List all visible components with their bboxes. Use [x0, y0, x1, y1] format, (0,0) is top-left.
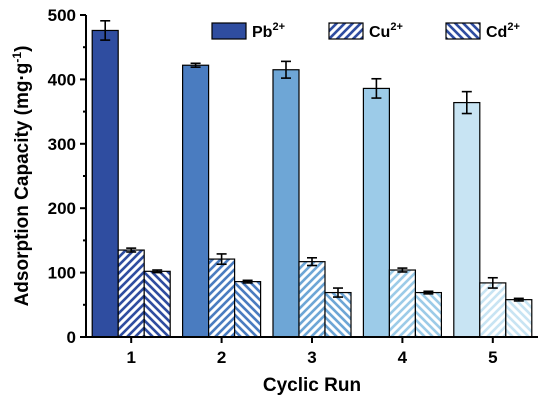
legend-swatch — [445, 22, 481, 40]
error-bar-cu-run-1 — [126, 247, 137, 253]
error-bar-cd-run-2 — [242, 279, 253, 284]
error-bar-cd-run-4 — [423, 290, 434, 295]
bar-cu-run-5 — [479, 282, 507, 338]
error-bar-cd-run-5 — [513, 297, 524, 302]
y-axis-title-main: Adsorption Capacity (mg·g — [12, 63, 33, 307]
error-bar-pb-run-2 — [190, 62, 201, 68]
y-tick-label: 300 — [48, 135, 76, 154]
bar-cu-run-2 — [208, 258, 236, 338]
legend-item-pb: Pb2+ — [211, 21, 285, 41]
error-bar-cu-run-5 — [487, 276, 498, 289]
error-bar-cd-run-3 — [333, 287, 343, 298]
error-bar-pb-run-3 — [281, 60, 291, 79]
legend-label: Pb2+ — [252, 21, 285, 41]
legend-item-cd: Cd2+ — [445, 21, 520, 41]
legend-label: Cd2+ — [486, 21, 520, 41]
legend: Pb2+ Cu2+ Cd2+ — [211, 21, 520, 41]
error-bar-pb-run-1 — [100, 19, 111, 41]
bars — [91, 29, 533, 338]
y-tick-label: 400 — [48, 70, 76, 89]
x-ticks: 1 2 3 4 5 — [126, 337, 498, 367]
y-axis-title-close: ) — [12, 46, 33, 52]
bar-pb-run-1 — [91, 29, 119, 338]
y-axis-title-sup: -1 — [10, 52, 24, 63]
error-bars — [100, 19, 524, 302]
error-bar-pb-run-5 — [461, 90, 472, 115]
error-bar-cu-run-3 — [307, 256, 317, 267]
bar-cd-run-3 — [324, 291, 352, 338]
x-tick-label: 3 — [307, 348, 316, 367]
legend-label: Cu2+ — [369, 21, 403, 41]
x-tick-label: 2 — [217, 348, 226, 367]
bar-cu-run-3 — [298, 261, 326, 338]
bar-pb-run-5 — [453, 101, 481, 338]
y-tick-label: 200 — [48, 199, 76, 218]
bar-pb-run-2 — [182, 64, 210, 338]
x-axis-title: Cyclic Run — [263, 375, 361, 396]
error-bar-cu-run-2 — [216, 253, 227, 266]
y-tick-label: 0 — [67, 328, 76, 347]
legend-swatch — [328, 22, 364, 40]
error-bar-pb-run-4 — [371, 77, 382, 99]
legend-item-cu: Cu2+ — [328, 21, 403, 41]
x-tick-label: 5 — [488, 348, 497, 367]
bar-pb-run-3 — [272, 69, 300, 338]
bar-pb-run-4 — [362, 87, 390, 338]
bar-cd-run-1 — [143, 270, 171, 338]
y-tick-label: 100 — [48, 264, 76, 283]
bar-cu-run-4 — [388, 269, 416, 338]
bar-cu-run-1 — [117, 249, 145, 338]
y-ticks: 0 100 200 300 400 500 — [48, 6, 86, 347]
y-axis-title: Adsorption Capacity (mg·g-1) — [10, 46, 33, 307]
bar-cd-run-5 — [505, 299, 533, 338]
error-bar-cd-run-1 — [152, 269, 163, 274]
legend-swatch — [211, 22, 247, 40]
x-tick-label: 1 — [126, 348, 135, 367]
bar-cd-run-4 — [414, 291, 442, 338]
bar-cd-run-2 — [234, 281, 262, 338]
y-tick-label: 500 — [48, 6, 76, 25]
x-tick-label: 4 — [398, 348, 408, 367]
error-bar-cu-run-4 — [397, 267, 408, 273]
